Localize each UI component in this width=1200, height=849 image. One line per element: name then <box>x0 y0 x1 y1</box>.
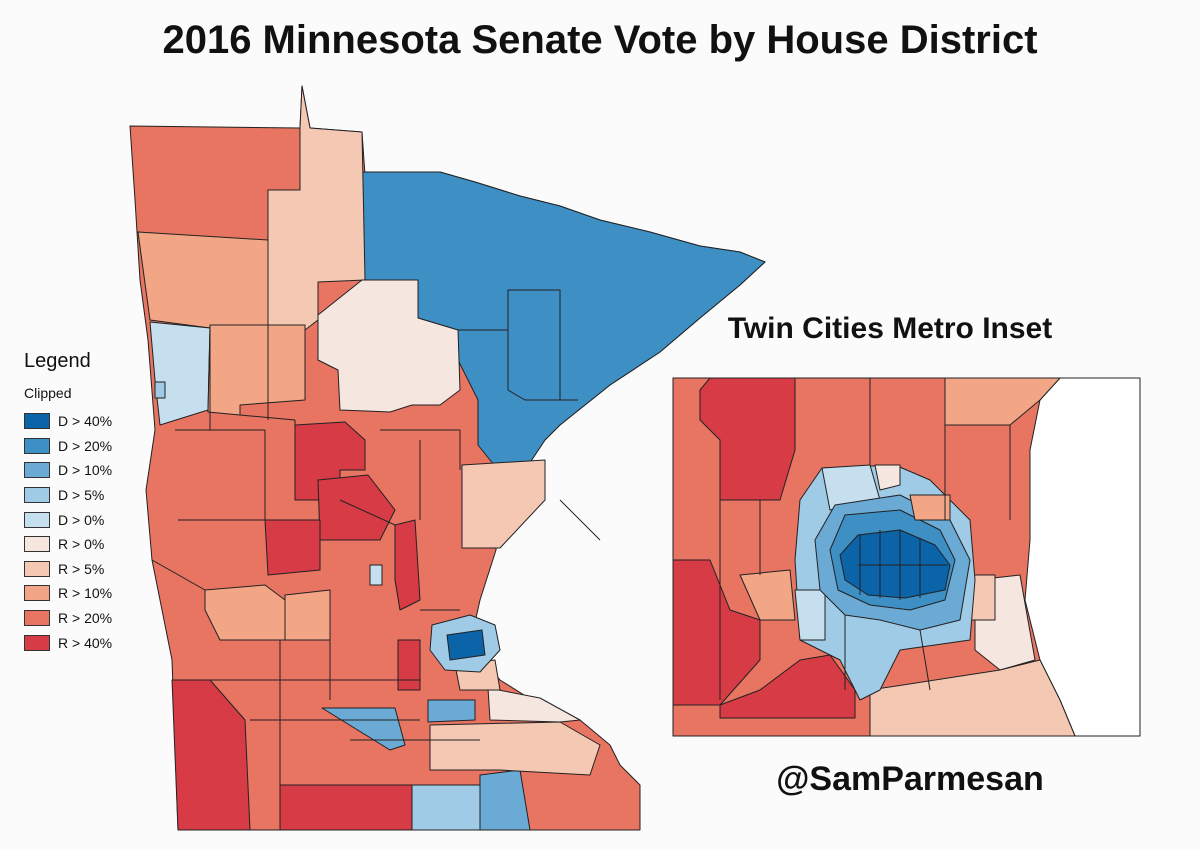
legend-swatch <box>24 634 50 651</box>
district-moorhead-inner <box>154 381 166 399</box>
district-southeast-tan <box>429 721 601 776</box>
legend-swatch <box>24 536 50 553</box>
inset-west-tan <box>739 569 796 621</box>
legend-subtitle: Clipped <box>24 385 72 401</box>
map-title: 2016 Minnesota Senate Vote by House Dist… <box>162 18 1038 62</box>
legend-swatch <box>24 585 50 602</box>
legend-item: R > 10% <box>24 581 112 606</box>
legend-label: R > 40% <box>58 634 113 651</box>
legend-title: Legend <box>24 350 91 372</box>
legend-item: D > 40% <box>24 409 112 434</box>
state-map <box>129 85 766 831</box>
legend-label: R > 0% <box>58 536 105 553</box>
legend-item: R > 40% <box>24 630 112 655</box>
district-south-red-3 <box>397 639 421 691</box>
district-moorhead <box>149 321 211 426</box>
district-central-red-3 <box>264 519 321 576</box>
legend-items: D > 40% D > 20% D > 10% D > 5% D > 0% R > 0% R… <box>24 409 112 655</box>
inset-south-red <box>719 654 856 719</box>
district-mankato-2 <box>427 699 476 723</box>
legend-item: D > 10% <box>24 458 112 483</box>
district-southwest-tan <box>204 584 286 641</box>
inset-core-dark-blue <box>839 529 951 599</box>
legend-swatch <box>24 462 50 479</box>
legend-label: D > 40% <box>58 413 113 430</box>
legend-item: R > 20% <box>24 606 112 631</box>
district-iron-range <box>458 289 578 401</box>
legend-item: D > 5% <box>24 483 112 508</box>
legend-swatch <box>24 487 50 504</box>
legend-label: D > 10% <box>58 462 113 479</box>
district-central-red-4 <box>394 519 421 611</box>
inset-south-tan <box>869 659 1076 737</box>
district-southwest-tan-2 <box>284 589 331 641</box>
legend-label: D > 20% <box>58 437 113 454</box>
legend-item: R > 0% <box>24 532 112 557</box>
inset-top-tan <box>909 494 951 521</box>
district-rochester <box>411 784 481 831</box>
district-southeast-light <box>487 687 581 723</box>
legend-item: R > 5% <box>24 557 112 582</box>
legend-swatch <box>24 511 50 528</box>
legend-swatch <box>24 610 50 627</box>
legend-label: R > 5% <box>58 560 105 577</box>
legend-swatch <box>24 560 50 577</box>
author-credit: @SamParmesan <box>776 760 1044 798</box>
legend: Legend Clipped D > 40% D > 20% D > 10% D > … <box>24 350 112 655</box>
inset-borders <box>719 378 1011 700</box>
legend-label: R > 20% <box>58 610 113 627</box>
district-rochester-2 <box>479 769 531 831</box>
district-central-red <box>294 421 366 501</box>
legend-label: D > 5% <box>58 487 105 504</box>
legend-swatch <box>24 413 50 430</box>
metro-inset-map <box>672 377 1141 737</box>
district-south-red-2 <box>279 784 413 831</box>
district-st-cloud <box>369 564 383 586</box>
legend-item: D > 0% <box>24 507 112 532</box>
district-metro-mini-inner <box>446 629 486 661</box>
legend-swatch <box>24 437 50 454</box>
inset-top-light <box>874 464 901 491</box>
district-central-west <box>207 324 306 416</box>
district-north-central <box>317 279 461 413</box>
district-borders <box>151 190 601 785</box>
legend-item: D > 20% <box>24 434 112 459</box>
legend-label: R > 10% <box>58 585 113 602</box>
inset-title: Twin Cities Metro Inset <box>727 312 1053 345</box>
inset-pale-blue-2 <box>794 589 826 641</box>
legend-label: D > 0% <box>58 511 105 528</box>
district-east-light <box>461 459 546 549</box>
district-red-river <box>137 231 269 329</box>
inset-west-red <box>672 559 761 706</box>
